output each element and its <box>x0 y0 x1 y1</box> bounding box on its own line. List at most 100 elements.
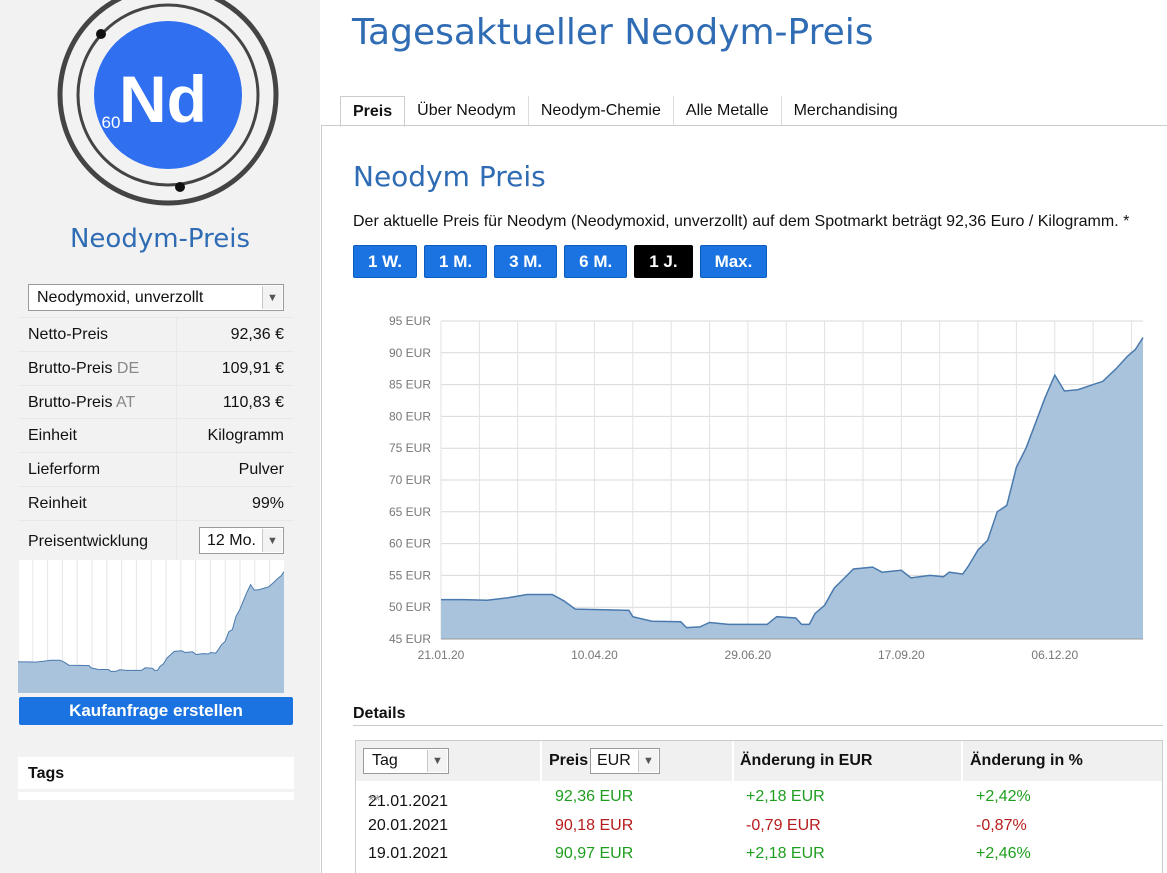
change-eur-column-header: Änderung in EUR <box>740 752 873 769</box>
tab-all-metals[interactable]: Alle Metalle <box>674 96 782 126</box>
change-pct-column-header: Änderung in % <box>970 752 1083 769</box>
spec-divider <box>176 521 177 561</box>
spec-value: Pulver <box>238 461 284 478</box>
logo-electron-bottom <box>175 182 185 192</box>
details-title: Details <box>353 705 406 722</box>
price-column-header: Preis <box>549 752 589 769</box>
chevron-down-icon: ▼ <box>638 750 658 772</box>
row-change-pct: +2,46% <box>976 845 1031 862</box>
spec-label: Brutto-Preis AT <box>28 394 136 411</box>
spec-divider <box>176 318 177 351</box>
spec-label: Reinheit <box>28 495 87 512</box>
logo-inner-orbit <box>76 3 260 187</box>
chevron-down-icon: ▼ <box>262 286 282 309</box>
spec-row-trend: Preisentwicklung 12 Mo. ▼ <box>18 520 294 561</box>
spec-row: Netto-Preis 92,36 € <box>18 317 294 351</box>
range-button-1w[interactable]: 1 W. <box>353 245 418 278</box>
table-row: 21.01.2021 ** 92,36 EUR +2,18 EUR +2,42% <box>368 788 1031 810</box>
logo-electron-top <box>96 29 106 39</box>
tags-content <box>18 792 294 800</box>
spec-divider <box>176 453 177 486</box>
details-table: Tag ▼ Preis EUR ▼ Änderung in EUR Änderu… <box>355 740 1163 873</box>
spec-row: Lieferform Pulver <box>18 452 294 486</box>
spec-divider <box>176 386 177 419</box>
trend-label: Preisentwicklung <box>28 533 149 550</box>
trend-period-select[interactable]: 12 Mo. ▼ <box>199 527 284 554</box>
chevron-down-icon: ▼ <box>262 529 282 552</box>
tab-price[interactable]: Preis <box>340 96 406 127</box>
y-tick-label: 70 EUR <box>389 473 431 487</box>
spec-value: 92,36 € <box>230 326 284 343</box>
mini-price-area <box>18 571 284 693</box>
range-button-1m[interactable]: 1 M. <box>424 245 488 278</box>
y-tick-label: 45 EUR <box>389 632 431 646</box>
spec-divider <box>176 487 177 520</box>
logo-symbol: Nd <box>119 62 207 136</box>
tab-merchandising[interactable]: Merchandising <box>793 102 898 119</box>
section-heading: Neodym Preis <box>353 160 546 193</box>
x-tick-label: 29.06.20 <box>725 648 772 662</box>
currency-select[interactable]: EUR ▼ <box>590 748 660 774</box>
y-tick-label: 60 EUR <box>389 537 431 551</box>
spec-row: Reinheit 99% <box>18 486 294 520</box>
row-price: 90,18 EUR <box>555 817 634 834</box>
y-tick-label: 90 EUR <box>389 346 431 360</box>
spec-row: Brutto-Preis DE 109,91 € <box>18 351 294 385</box>
column-divider <box>732 741 734 781</box>
y-tick-label: 55 EUR <box>389 568 431 582</box>
tab-about-neodymium[interactable]: Über Neodym <box>405 96 529 126</box>
period-select[interactable]: Tag ▼ <box>363 748 449 774</box>
x-tick-label: 06.12.20 <box>1031 648 1078 662</box>
range-button-3m[interactable]: 3 M. <box>494 245 558 278</box>
spec-row: Einheit Kilogramm <box>18 418 294 452</box>
period-select-value: Tag <box>372 752 398 769</box>
price-chart[interactable]: 95 EUR 90 EUR 85 EUR 80 EUR 75 EUR 70 EUR 65 E… <box>370 305 1150 675</box>
x-tick-label: 10.04.20 <box>571 648 618 662</box>
tags-panel: Tags <box>18 757 294 789</box>
product-select-value: Neodymoxid, unverzollt <box>37 289 204 306</box>
y-tick-label: 80 EUR <box>389 409 431 423</box>
currency-select-value: EUR <box>597 752 631 769</box>
price-area <box>441 337 1143 639</box>
spec-value: 99% <box>251 495 284 512</box>
mini-price-line <box>18 571 284 673</box>
row-date: 19.01.2021 <box>368 845 449 862</box>
nav-tabs: Preis Über Neodym Neodym-Chemie Alle Met… <box>340 96 910 127</box>
spec-divider <box>176 352 177 385</box>
table-row: 20.01.2021 90,18 EUR -0,79 EUR -0,87% <box>356 812 1162 840</box>
row-change-pct: -0,87% <box>976 817 1027 834</box>
table-row: 19.01.2021 90,97 EUR +2,18 EUR +2,46% <box>356 840 1162 868</box>
spec-label: Netto-Preis <box>28 326 109 343</box>
logo-outer-orbit <box>57 0 279 206</box>
range-button-max[interactable]: Max. <box>699 245 768 278</box>
column-divider <box>961 741 963 781</box>
row-change-pct: +2,42% <box>976 788 1031 805</box>
mini-price-chart[interactable] <box>18 560 284 693</box>
range-button-1y[interactable]: 1 J. <box>634 245 693 278</box>
table-header: Tag ▼ Preis EUR ▼ Änderung in EUR Änderu… <box>356 741 1162 781</box>
content-panel <box>321 125 1167 873</box>
order-request-button[interactable]: Kaufanfrage erstellen <box>19 697 293 725</box>
chevron-down-icon: ▼ <box>427 750 447 772</box>
tab-neodymium-chemistry[interactable]: Neodym-Chemie <box>529 96 674 126</box>
logo-atomic-number: 60 <box>102 113 121 132</box>
neodymium-logo[interactable]: Nd 60 <box>53 0 283 210</box>
y-tick-label: 65 EUR <box>389 505 431 519</box>
product-select[interactable]: Neodymoxid, unverzollt ▼ <box>28 284 284 311</box>
row-change-eur: +2,18 EUR <box>746 845 825 862</box>
spec-value: 110,83 € <box>222 394 284 411</box>
spec-label: Brutto-Preis DE <box>28 360 140 377</box>
y-tick-label: 95 EUR <box>389 314 431 328</box>
spec-value: 109,91 € <box>221 360 284 377</box>
x-tick-label: 21.01.20 <box>418 648 465 662</box>
column-divider <box>540 741 542 781</box>
page-title: Tagesaktueller Neodym-Preis <box>352 12 874 53</box>
range-selector: 1 W. 1 M. 3 M. 6 M. 1 J. Max. <box>353 245 768 278</box>
details-divider <box>353 725 1163 726</box>
spec-value: Kilogramm <box>207 427 284 444</box>
logo-disc <box>94 21 242 169</box>
range-button-6m[interactable]: 6 M. <box>564 245 628 278</box>
sidebar: Nd 60 Neodym-Preis Neodymoxid, unverzoll… <box>0 0 320 873</box>
row-price: 92,36 EUR <box>555 788 634 805</box>
row-date: 20.01.2021 <box>368 817 449 834</box>
